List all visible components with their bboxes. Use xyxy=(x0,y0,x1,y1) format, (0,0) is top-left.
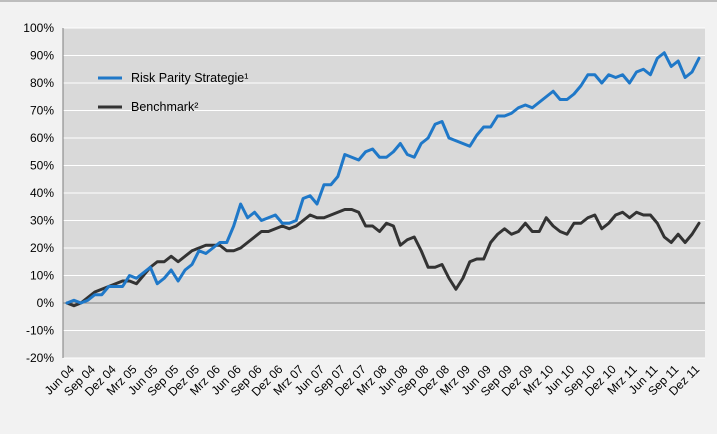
legend-label: Benchmark² xyxy=(131,100,198,114)
y-tick-label: -10% xyxy=(26,324,54,338)
y-tick-label: 90% xyxy=(30,49,54,63)
gridlines xyxy=(63,27,705,359)
y-tick-label: 0% xyxy=(37,296,55,310)
y-tick-label: 60% xyxy=(30,131,54,145)
series-lines xyxy=(65,51,701,308)
y-tick-label: 20% xyxy=(30,241,54,255)
axes xyxy=(62,28,705,358)
y-tick-label: 40% xyxy=(30,186,54,200)
y-tick-label: -20% xyxy=(26,351,54,365)
y-tick-label: 100% xyxy=(23,21,54,35)
y-tick-label: 10% xyxy=(30,269,54,283)
legend-label: Risk Parity Strategie¹ xyxy=(131,71,248,85)
y-tick-labels: -20% -10% 0% 10% 20% 30% 40% 50% 60% 70% 80% 90% 100… xyxy=(23,21,54,365)
series-line xyxy=(65,51,701,305)
y-tick-label: 80% xyxy=(30,76,54,90)
legend: Risk Parity Strategie¹ Benchmark² xyxy=(98,71,248,114)
y-tick-label: 50% xyxy=(30,159,54,173)
y-tick-label: 70% xyxy=(30,104,54,118)
series-line xyxy=(65,208,701,308)
y-tick-label: 30% xyxy=(30,214,54,228)
